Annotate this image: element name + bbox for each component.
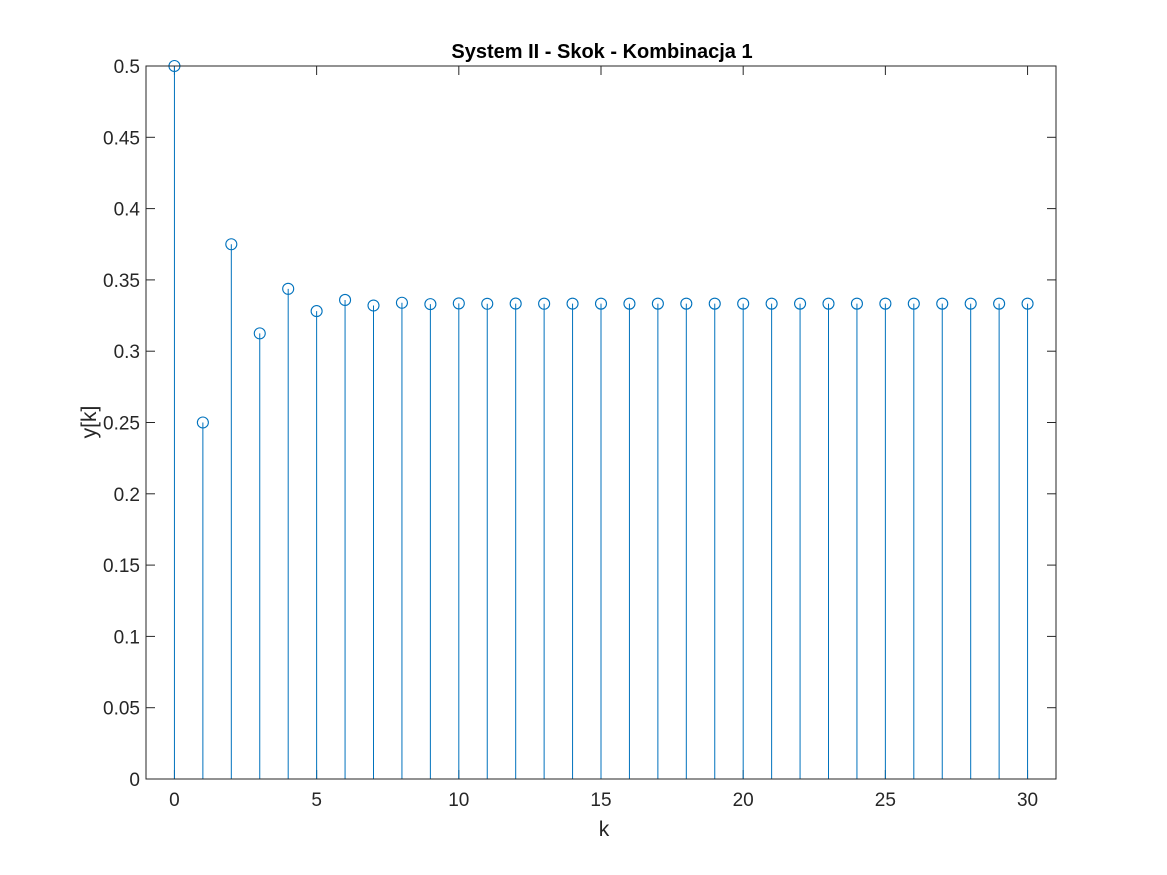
data-point-marker: [907, 297, 920, 310]
x-tick-label: 0: [169, 790, 180, 811]
axes-box: [145, 65, 1057, 780]
data-point-marker: [481, 297, 494, 310]
x-axis-label: k: [599, 818, 610, 841]
data-point-marker: [936, 297, 949, 310]
data-point-marker: [196, 416, 209, 429]
data-point-marker: [964, 297, 977, 310]
data-point-marker: [225, 238, 238, 251]
plot-area: 0 5 10 15 20 25 30 0 0.05 0.1 0.15 0.2 0.25 0.3 0.35 0.…: [103, 57, 1057, 811]
data-point-marker: [1021, 297, 1034, 310]
data-point-marker: [879, 297, 892, 310]
data-point-marker: [566, 297, 579, 310]
data-point-marker: [794, 297, 807, 310]
y-tick-label: 0.35: [103, 271, 140, 292]
data-point-marker: [253, 327, 266, 340]
y-tick-label: 0.4: [114, 200, 141, 221]
y-tick-label: 0.1: [114, 627, 140, 648]
y-tick-label: 0.5: [114, 57, 140, 78]
data-point-marker: [680, 297, 693, 310]
y-axis-label: y[k]: [78, 406, 101, 439]
x-tick-label: 5: [311, 790, 322, 811]
data-point-marker: [538, 297, 551, 310]
data-point-marker: [310, 305, 323, 318]
data-point-marker: [737, 297, 750, 310]
data-point-marker: [452, 297, 465, 310]
data-point-marker: [765, 297, 778, 310]
data-point-marker: [708, 297, 721, 310]
x-tick-label: 10: [448, 790, 469, 811]
x-tick-label: 30: [1017, 790, 1038, 811]
data-point-marker: [424, 298, 437, 311]
data-point-marker: [993, 297, 1006, 310]
y-tick-label: 0.3: [114, 342, 140, 363]
y-tick-label: 0.15: [103, 556, 140, 577]
data-point-marker: [282, 282, 295, 295]
x-tick-label: 25: [875, 790, 896, 811]
y-tick-label: 0.25: [103, 414, 140, 435]
data-point-marker: [623, 297, 636, 310]
data-point-marker: [850, 297, 863, 310]
data-point-marker: [651, 297, 664, 310]
data-point-marker: [395, 296, 408, 309]
data-point-marker: [509, 297, 522, 310]
y-tick-label: 0: [129, 770, 140, 791]
data-point-marker: [367, 299, 380, 312]
x-tick-label: 20: [733, 790, 754, 811]
data-point-marker: [339, 293, 352, 307]
x-tick-label: 15: [590, 790, 611, 811]
y-tick-label: 0.45: [103, 128, 140, 149]
chart-title: System II - Skok - Kombinacja 1: [451, 41, 752, 63]
data-point-marker: [594, 297, 608, 310]
y-tick-label: 0.2: [114, 485, 140, 506]
y-tick-label: 0.05: [103, 699, 140, 720]
data-point-marker: [822, 297, 835, 310]
